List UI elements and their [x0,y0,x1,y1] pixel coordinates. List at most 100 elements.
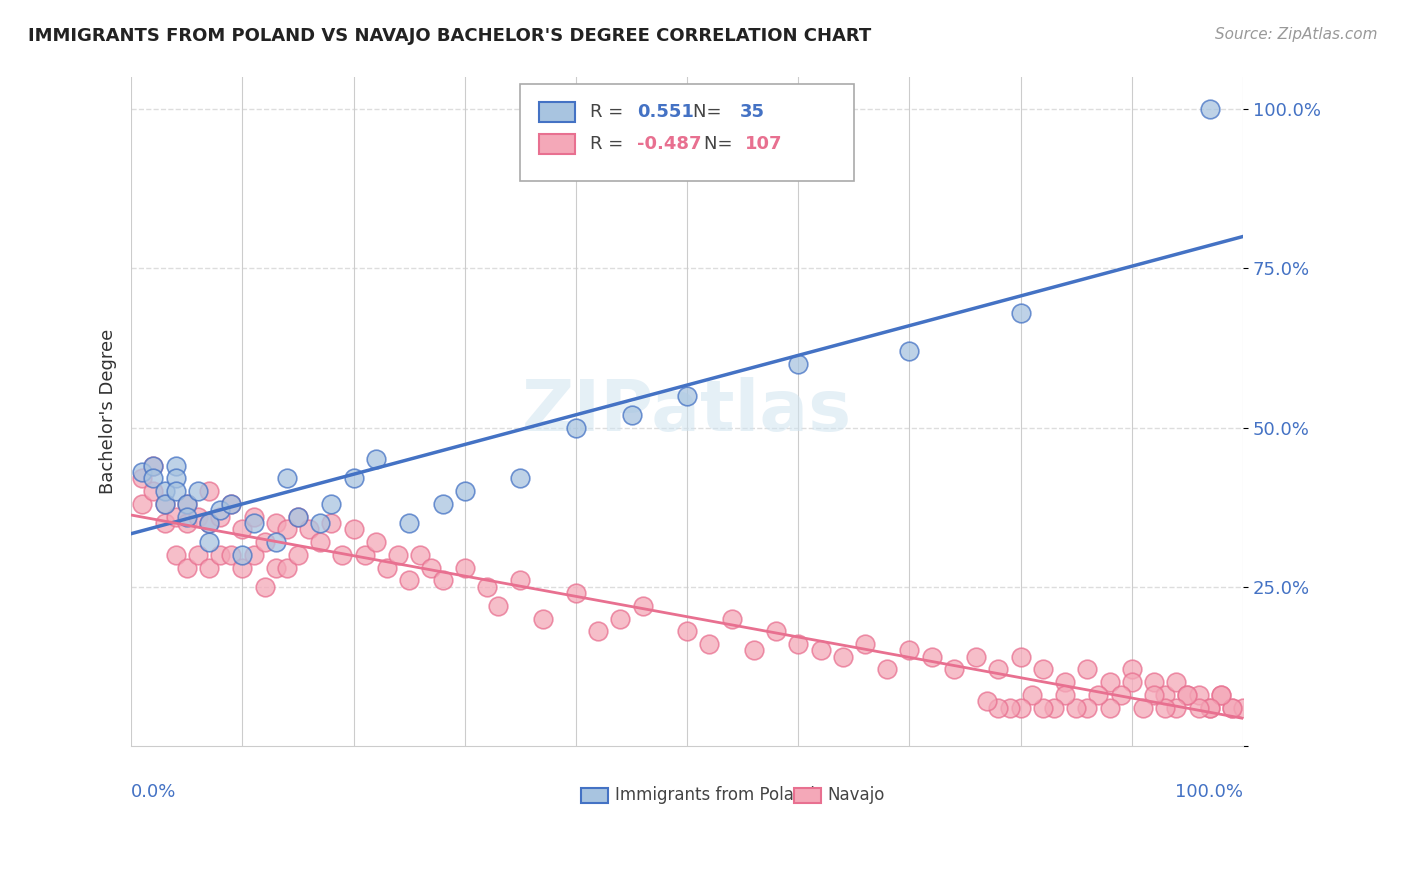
Text: N=: N= [693,103,727,121]
Point [1209,688,1232,702]
Point [165,484,187,499]
Point [1098,700,1121,714]
Bar [540,135,575,154]
Point [209,503,232,517]
Point [620,408,643,422]
Point [142,484,165,499]
Point [565,420,588,434]
Text: 35: 35 [740,103,765,121]
Point [153,484,176,499]
Point [509,574,531,588]
Bar [540,103,575,122]
Point [176,497,198,511]
Point [1098,675,1121,690]
Point [131,465,153,479]
Point [1209,688,1232,702]
Point [676,389,699,403]
Point [565,586,588,600]
Point [876,662,898,676]
Point [898,344,921,359]
Point [209,509,232,524]
Point [432,574,454,588]
Point [1220,700,1243,714]
Point [321,497,343,511]
Text: 107: 107 [745,136,782,153]
Point [765,624,787,639]
FancyBboxPatch shape [520,84,853,181]
Point [1054,688,1077,702]
Point [475,580,498,594]
Point [720,611,742,625]
Point [176,516,198,530]
Text: 100.0%: 100.0% [1175,782,1243,801]
Point [309,516,332,530]
Point [1121,675,1143,690]
Point [298,522,321,536]
Text: 0.551: 0.551 [637,103,695,121]
Point [153,497,176,511]
Point [332,548,354,562]
Point [409,548,432,562]
Point [1154,688,1177,702]
Point [242,548,264,562]
Point [486,599,509,613]
Point [165,471,187,485]
Point [253,580,276,594]
Point [1010,700,1032,714]
Point [198,560,221,574]
Text: Immigrants from Poland: Immigrants from Poland [614,786,814,805]
Point [1054,675,1077,690]
Point [231,560,253,574]
Point [1010,306,1032,320]
Point [387,548,409,562]
Point [198,516,221,530]
Point [198,484,221,499]
Point [253,535,276,549]
Point [287,509,309,524]
Point [1198,700,1220,714]
Point [1121,662,1143,676]
Point [176,509,198,524]
Point [131,497,153,511]
Point [264,560,287,574]
Bar [582,788,609,803]
Point [165,509,187,524]
Text: -0.487: -0.487 [637,136,702,153]
Point [342,522,364,536]
Point [921,649,943,664]
Point [1198,700,1220,714]
Point [364,452,387,467]
Point [1087,688,1109,702]
Point [242,509,264,524]
Point [165,458,187,473]
Point [1198,102,1220,116]
Point [1166,700,1188,714]
Point [1132,700,1154,714]
Point [231,548,253,562]
Text: ZIPatlas: ZIPatlas [522,377,852,446]
Point [1187,688,1209,702]
Point [965,649,987,664]
Text: Source: ZipAtlas.com: Source: ZipAtlas.com [1215,27,1378,42]
Point [942,662,965,676]
Point [398,516,420,530]
Point [131,471,153,485]
Point [176,497,198,511]
Point [198,535,221,549]
Text: 0.0%: 0.0% [131,782,177,801]
Point [142,471,165,485]
Point [609,611,631,625]
Point [353,548,375,562]
Point [1177,688,1199,702]
Point [153,497,176,511]
Point [987,700,1010,714]
Point [509,471,531,485]
Point [309,535,332,549]
Point [187,509,209,524]
Point [699,637,721,651]
Point [1154,700,1177,714]
Point [1076,662,1098,676]
Point [231,522,253,536]
Point [898,643,921,657]
Point [676,624,699,639]
